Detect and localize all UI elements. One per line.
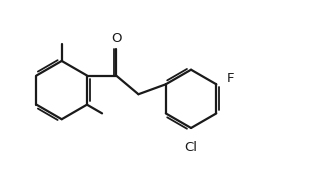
Text: Cl: Cl: [184, 141, 198, 154]
Text: O: O: [111, 32, 121, 45]
Text: F: F: [227, 72, 234, 85]
